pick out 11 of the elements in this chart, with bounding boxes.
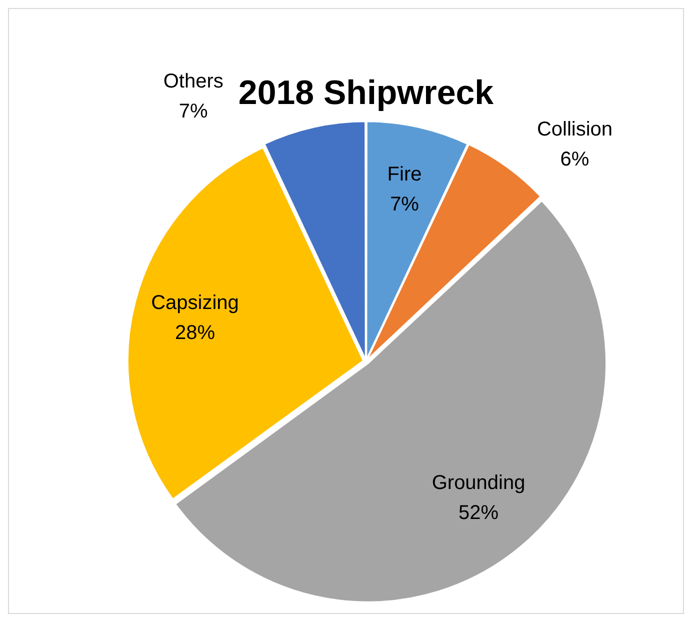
data-label: 52% [458, 502, 499, 524]
slice-label: Others [163, 70, 224, 93]
chart-title: 2018 Shipwreck [238, 74, 494, 112]
data-label: 6% [560, 148, 590, 171]
data-label: 7% [390, 194, 420, 216]
slice-label: Capsizing [151, 292, 239, 314]
data-label: 7% [178, 100, 208, 123]
slice-label: Fire [387, 164, 422, 186]
data-label: 28% [174, 322, 216, 344]
slice-label: Collision [536, 118, 613, 141]
slice-label: Grounding [432, 472, 526, 494]
